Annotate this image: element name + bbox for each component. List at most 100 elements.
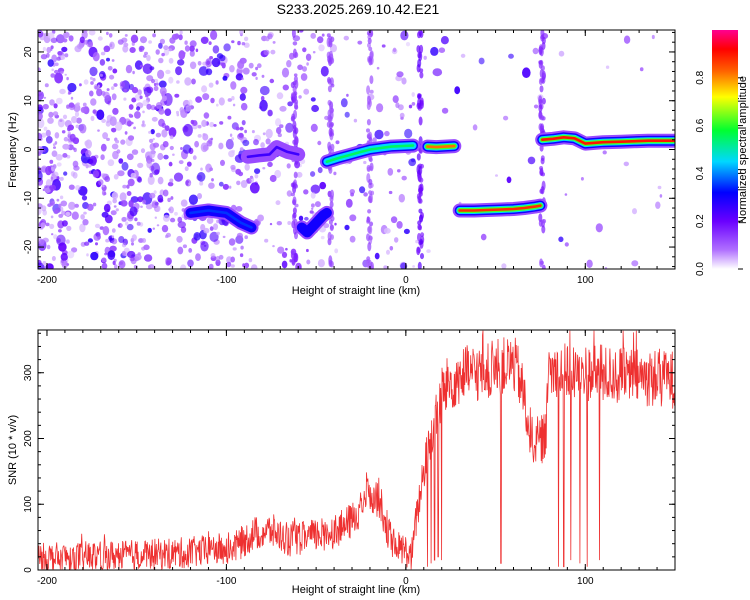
- heatmap-cell: [77, 43, 84, 50]
- heatmap-cell: [540, 123, 545, 131]
- heatmap-cell: [287, 221, 292, 225]
- heatmap-cell: [103, 203, 111, 213]
- heatmap-cell: [158, 108, 165, 115]
- heatmap-cell: [416, 247, 421, 254]
- heatmap-cell: [50, 166, 56, 172]
- heatmap-cell: [118, 236, 125, 243]
- heatmap-cell: [169, 178, 174, 183]
- heatmap-cell: [366, 119, 371, 126]
- heatmap-cell: [372, 137, 377, 143]
- heatmap-cell: [208, 182, 215, 189]
- heatmap-cell: [327, 55, 332, 63]
- heatmap-cell: [155, 132, 162, 138]
- heatmap-cell: [211, 57, 221, 68]
- heatmap-cell: [78, 186, 88, 196]
- heatmap-cell: [61, 220, 68, 227]
- heatmap-cell: [83, 79, 89, 85]
- heatmap-cell: [330, 83, 335, 88]
- snr-xlabel: Height of straight line (km): [292, 584, 420, 596]
- heatmap-cell: [340, 98, 348, 108]
- heatmap-cell: [602, 150, 607, 155]
- heatmap-cell: [311, 203, 315, 208]
- heatmap-cell: [350, 192, 354, 197]
- heatmap-cell: [168, 76, 174, 84]
- heatmap-cell: [231, 40, 235, 44]
- heatmap-cell: [51, 233, 54, 236]
- heatmap-cell: [398, 193, 405, 203]
- heatmap-cell: [38, 207, 42, 216]
- heatmap-cell: [411, 92, 415, 97]
- heatmap-cell: [359, 186, 366, 194]
- heatmap-cell: [383, 265, 388, 269]
- heatmap-cell: [54, 69, 59, 74]
- heatmap-cell: [180, 264, 187, 269]
- heatmap-cell: [369, 75, 374, 85]
- heatmap-cell: [132, 70, 135, 75]
- heatmap-cell: [228, 238, 236, 246]
- heatmap-cell: [269, 174, 277, 183]
- heatmap-cell: [285, 122, 294, 133]
- heatmap-cell: [106, 88, 110, 92]
- heatmap-cell: [272, 41, 276, 44]
- heatmap-cell: [85, 164, 89, 169]
- heatmap-cell: [311, 104, 319, 113]
- heatmap-cell: [558, 236, 564, 243]
- heatmap-cell: [106, 57, 110, 62]
- heatmap-cell: [538, 104, 543, 113]
- heatmap-xlabel: Height of straight line (km): [292, 285, 420, 297]
- heatmap-cell: [107, 250, 116, 261]
- heatmap-cell: [124, 131, 128, 135]
- heatmap-cell: [158, 80, 167, 88]
- heatmap-cell: [153, 190, 157, 195]
- heatmap-cell: [495, 174, 498, 177]
- heatmap-cell: [242, 139, 250, 147]
- heatmap-cell: [66, 76, 69, 81]
- heatmap-cell: [96, 109, 105, 121]
- heatmap-cell: [156, 224, 160, 227]
- heatmap-cell: [241, 120, 246, 126]
- heatmap-cell: [197, 61, 202, 66]
- heatmap-cell: [328, 219, 333, 225]
- heatmap-cell: [123, 97, 127, 101]
- heatmap-cell: [202, 93, 210, 101]
- heatmap-cell: [80, 214, 85, 220]
- heatmap-cell: [177, 221, 186, 229]
- x-tick-label: -100: [216, 275, 236, 286]
- heatmap-cell: [249, 182, 260, 194]
- colorbar-tick-label: 0.2: [695, 214, 706, 228]
- heatmap-cell: [154, 216, 157, 219]
- heatmap-cell: [146, 54, 151, 62]
- heatmap-cell: [125, 64, 133, 74]
- heatmap-cell: [158, 57, 164, 64]
- heatmap-cell: [151, 162, 161, 176]
- heatmap-cell: [232, 247, 237, 251]
- heatmap-cell: [328, 127, 333, 137]
- snr-series-line: [38, 330, 675, 570]
- heatmap-cell: [175, 110, 180, 115]
- heatmap-cell: [107, 159, 115, 167]
- heatmap-cell: [89, 90, 94, 97]
- heatmap-cell: [388, 190, 393, 195]
- heatmap-cell: [206, 217, 214, 224]
- heatmap-cell: [211, 178, 214, 182]
- heatmap-cell: [539, 169, 544, 176]
- heatmap-cell: [42, 46, 47, 52]
- heatmap-cell: [564, 193, 568, 196]
- heatmap-cell: [56, 162, 62, 167]
- heatmap-cell: [130, 121, 134, 125]
- heatmap-cell: [184, 166, 189, 172]
- heatmap-cell: [112, 260, 116, 266]
- heatmap-cell: [142, 199, 147, 205]
- heatmap-cell: [190, 119, 195, 125]
- heatmap-cell: [157, 152, 164, 161]
- heatmap-cell: [117, 170, 125, 177]
- heatmap-cell: [291, 220, 296, 229]
- heatmap-cell: [244, 235, 248, 240]
- heatmap-cell: [302, 47, 307, 53]
- heatmap-cell: [533, 104, 539, 109]
- heatmap-cell: [291, 30, 296, 39]
- heatmap-cell: [148, 130, 152, 134]
- heatmap-cell: [201, 85, 208, 93]
- heatmap-cell: [163, 45, 169, 51]
- heatmap-cell: [631, 260, 639, 267]
